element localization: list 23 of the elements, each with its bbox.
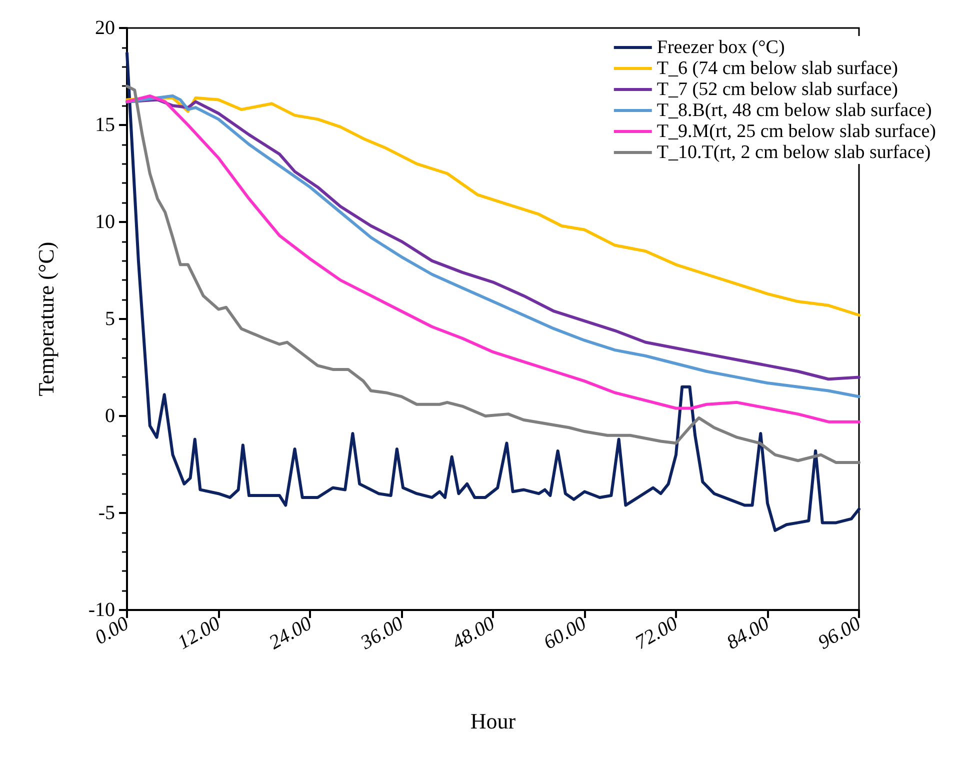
x-tick-label: 72.00: [632, 612, 682, 654]
x-tick-label: 36.00: [356, 612, 408, 655]
legend-label: T_10.T(rt, 2 cm below slab surface): [656, 142, 931, 163]
x-tick-label: 96.00: [814, 612, 865, 654]
y-tick-label: -10: [88, 599, 115, 621]
x-tick-label: 48.00: [448, 612, 499, 654]
y-tick-label: 0: [105, 405, 115, 427]
legend-label: T_9.M(rt, 25 cm below slab surface): [656, 121, 936, 142]
y-tick-label: 15: [95, 114, 115, 136]
x-axis-title: Hour: [470, 708, 516, 734]
legend-label: Freezer box (°C): [656, 37, 785, 58]
x-tick-label: 12.00: [174, 612, 224, 654]
x-tick-label: 60.00: [540, 612, 590, 654]
legend-label: T_8.B(rt, 48 cm below slab surface): [656, 100, 932, 121]
y-tick-label: 10: [95, 211, 115, 233]
legend-label: T_7 (52 cm below slab surface): [656, 79, 898, 100]
y-axis-title: Temperature (°C): [34, 242, 58, 396]
legend-label: T_6 (74 cm below slab surface): [656, 58, 898, 79]
y-tick-label: -5: [98, 502, 115, 524]
x-tick-label: 84.00: [723, 612, 774, 654]
x-tick-label: 24.00: [266, 612, 316, 654]
y-tick-label: 20: [95, 17, 115, 39]
y-tick-label: 5: [105, 308, 115, 330]
